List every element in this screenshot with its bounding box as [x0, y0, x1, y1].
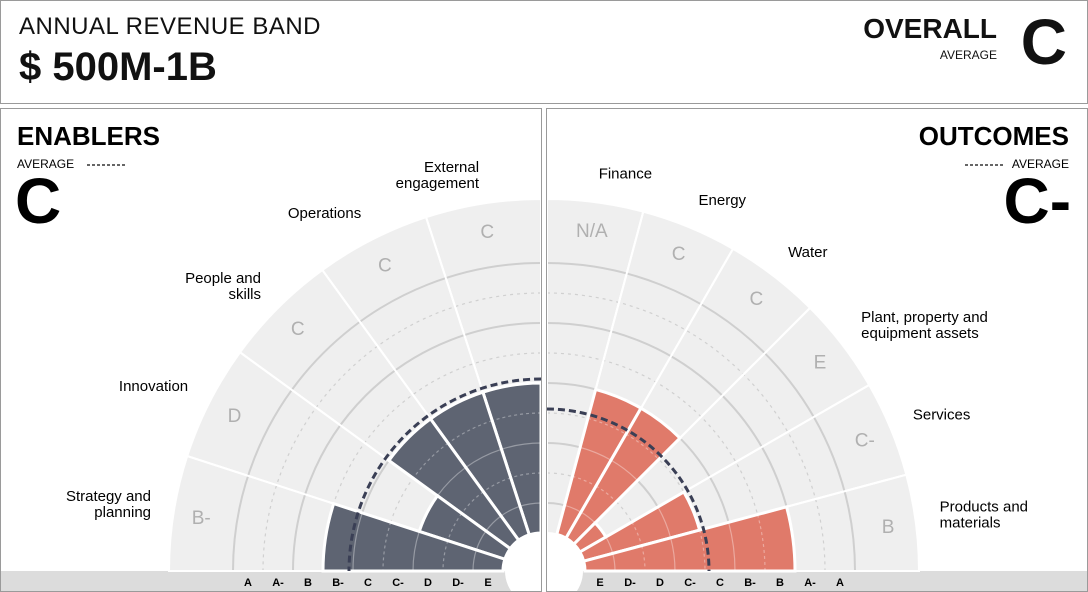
bar-grid-line — [491, 412, 541, 422]
wedge-separator — [565, 248, 734, 539]
bar-grid-line — [756, 514, 766, 572]
category-products-and-materials: Products and materials — [940, 498, 1028, 531]
grid-arc — [292, 322, 541, 572]
outcomes-title: OUTCOMES — [919, 121, 1069, 151]
wedge-separator — [583, 473, 907, 563]
grid-arc — [232, 262, 541, 572]
outcomes-panel: OUTCOMES AVERAGE C- N/A C C E C- B Finance Energy W… — [546, 108, 1088, 592]
axis-tick: D- — [452, 577, 464, 589]
axis-tick: B — [776, 577, 784, 589]
axis-tick: E — [484, 577, 491, 589]
bar-grid-line — [352, 512, 363, 572]
average-arc — [347, 377, 541, 572]
enablers-title: ENABLERS — [17, 121, 160, 151]
category-strategy-and-planning: Strategy and planning — [66, 488, 151, 521]
category-people-and-skills: People and skills — [185, 270, 261, 303]
category-finance: Finance — [599, 165, 652, 182]
wedge-separator — [425, 216, 531, 536]
grade-energy: C — [672, 244, 686, 265]
outcomes-axis-strip — [547, 571, 1087, 591]
enablers-panel: ENABLERS AVERAGE C C C C D B- External engagement… — [0, 108, 542, 592]
axis-tick: C- — [392, 577, 404, 589]
category-external-engagement: External engagement — [396, 159, 480, 192]
grade-people-and-skills: C — [291, 319, 305, 340]
bar-grid-line — [447, 420, 493, 444]
category-innovation: Innovation — [119, 378, 188, 395]
axis-tick: B — [304, 577, 312, 589]
wedge-separator — [579, 384, 870, 553]
overall-grade: C — [1020, 6, 1067, 78]
axis-tick: A — [244, 577, 252, 589]
category-plant-property-and-equipment-assets: Plant, property and equipment assets — [861, 309, 988, 342]
category-water: Water — [788, 244, 827, 261]
category-operations: Operations — [288, 205, 361, 222]
wedge-separator — [239, 351, 511, 550]
overall-average-label: AVERAGE — [939, 48, 997, 62]
enablers-average-grade: C — [15, 165, 61, 237]
axis-tick: A- — [272, 577, 284, 589]
enablers-average-label: AVERAGE — [17, 157, 74, 171]
enablers-axis-strip — [1, 571, 541, 591]
outcomes-average-grade: C- — [1003, 165, 1071, 237]
axis-tick: C — [364, 577, 372, 589]
axis-tick: C- — [684, 577, 696, 589]
grade-strategy-and-planning: B- — [192, 508, 211, 529]
grade-operations: C — [378, 255, 392, 276]
axis-tick: D — [424, 577, 432, 589]
grid-arc — [262, 292, 541, 572]
bar-grid-line — [382, 521, 392, 572]
axis-tick: A- — [804, 577, 816, 589]
axis-tick: C — [716, 577, 724, 589]
bar-grid-line — [728, 522, 736, 572]
category-services: Services — [913, 406, 971, 423]
axis-tick: D — [656, 577, 664, 589]
grade-innovation: D — [228, 406, 242, 427]
axis-tick: B- — [332, 577, 344, 589]
average-arc — [547, 407, 711, 572]
grade-external-engagement: C — [480, 222, 494, 243]
outcomes-average-label: AVERAGE — [1012, 157, 1069, 171]
grade-finance: N/A — [576, 221, 608, 242]
header-panel: ANNUAL REVENUE BAND $ 500M-1B OVERALL AV… — [0, 0, 1088, 104]
grade-water: C — [750, 289, 764, 310]
axis-tick: B- — [744, 577, 756, 589]
center-hole — [547, 535, 583, 591]
bar-grid-line — [412, 442, 449, 479]
axis-tick: A — [836, 577, 844, 589]
bar-grid-line — [412, 531, 420, 572]
axis-tick: E — [596, 577, 603, 589]
wedge-separator — [321, 269, 520, 541]
revenue-band-value: $ 500M-1B — [19, 45, 217, 89]
category-energy: Energy — [699, 192, 747, 209]
grade-services: C- — [855, 430, 875, 451]
wedge-separator — [555, 211, 645, 535]
axis-tick: D- — [624, 577, 636, 589]
wedge-separator — [573, 307, 811, 545]
grade-products-and-materials: B — [882, 517, 895, 538]
revenue-band-label: ANNUAL REVENUE BAND — [19, 13, 322, 40]
wedge-separator — [186, 455, 506, 561]
center-hole — [505, 535, 541, 591]
outcomes-chart: OUTCOMESAVERAGEC-N/ACCEC-BFinanceEnergyW… — [547, 121, 1071, 591]
grade-plant-property-and-equipment-assets: E — [814, 353, 827, 374]
overall-title: OVERALL — [863, 13, 997, 44]
